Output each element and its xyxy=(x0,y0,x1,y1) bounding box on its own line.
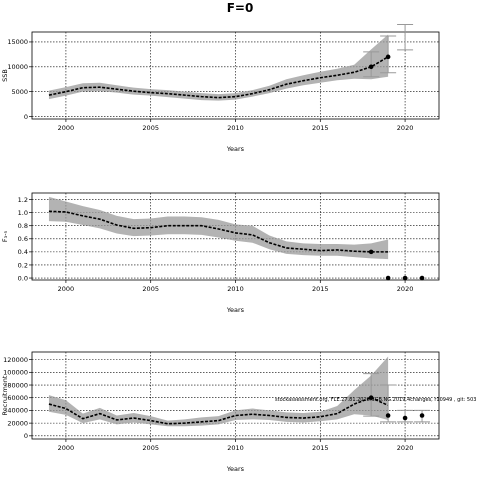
forecast-point xyxy=(402,415,408,421)
y-tick-label: 80000 xyxy=(7,381,28,389)
x-tick-label: 2000 xyxy=(58,444,75,452)
y-tick-label: 0 xyxy=(24,113,28,121)
recruitment-panel: 2000 2005 2010 2015 2020 0 20000 40000 60000 8000… xyxy=(1,351,440,473)
y-tick-label: 0.8 xyxy=(18,222,28,230)
estimate-line xyxy=(48,210,389,253)
forecast-point xyxy=(368,64,374,70)
y-tick-label: 60000 xyxy=(7,394,28,402)
x-axis-label: Years xyxy=(226,465,245,473)
confidence-band xyxy=(48,196,389,260)
x-axis-label: Years xyxy=(226,145,245,153)
x-tick-label: 2015 xyxy=(312,285,329,293)
forecast-point xyxy=(419,413,425,418)
ssb-panel: 2000 2005 2010 2015 2020 0 5000 10000 15000 Years… xyxy=(1,24,440,153)
confidence-band xyxy=(48,34,389,101)
forecast-point xyxy=(402,275,408,281)
x-tick-label: 2020 xyxy=(397,444,414,452)
y-tick-label: 120000 xyxy=(3,356,28,364)
y-tick-label: 1.0 xyxy=(18,209,28,217)
forecast-point xyxy=(419,275,425,281)
forecast-point xyxy=(368,395,374,401)
y-tick-label: 40000 xyxy=(7,407,28,415)
watermark-note: stockassessment.org, FLE.27.81.2018.SGB.… xyxy=(275,397,476,403)
x-tick-label: 2005 xyxy=(142,285,159,293)
forecast-point xyxy=(385,413,391,418)
x-tick-label: 2015 xyxy=(312,444,329,452)
fbar-panel: 2000 2005 2010 2015 2020 0.0 0.2 0.4 0.6 0.8 1.0 1.… xyxy=(1,192,440,314)
estimate-line xyxy=(48,56,389,99)
x-tick-label: 2005 xyxy=(142,444,159,452)
y-tick-label: 0.2 xyxy=(18,261,28,269)
y-tick-label: 100000 xyxy=(3,369,28,377)
y-tick-label: 10000 xyxy=(7,63,28,71)
y-tick-label: 0.4 xyxy=(18,248,28,256)
y-axis-label: Recruitment xyxy=(1,375,9,415)
y-tick-label: 1.2 xyxy=(18,196,28,204)
x-tick-label: 2005 xyxy=(142,124,159,132)
x-axis-label: Years xyxy=(226,306,245,314)
x-tick-label: 2010 xyxy=(227,285,244,293)
y-axis-label: SSB xyxy=(1,69,9,82)
figure-title: F=0 xyxy=(227,1,254,15)
x-tick-label: 2020 xyxy=(397,285,414,293)
forecast-point xyxy=(385,275,391,281)
estimate-line xyxy=(48,396,389,425)
y-tick-label: 0 xyxy=(24,432,28,440)
x-tick-label: 2015 xyxy=(312,124,329,132)
y-tick-label: 0.0 xyxy=(18,274,28,282)
y-axis-label: F₃-₅ xyxy=(1,230,9,242)
x-tick-label: 2020 xyxy=(397,124,414,132)
x-tick-label: 2010 xyxy=(227,124,244,132)
forecast-point xyxy=(385,54,391,60)
y-tick-label: 0.6 xyxy=(18,235,28,243)
y-tick-label: 15000 xyxy=(7,38,28,46)
y-tick-label: 5000 xyxy=(11,88,28,96)
y-tick-label: 20000 xyxy=(7,419,28,427)
x-tick-label: 2000 xyxy=(58,285,75,293)
x-tick-label: 2010 xyxy=(227,444,244,452)
forecast-point xyxy=(368,249,374,255)
x-tick-label: 2000 xyxy=(58,124,75,132)
